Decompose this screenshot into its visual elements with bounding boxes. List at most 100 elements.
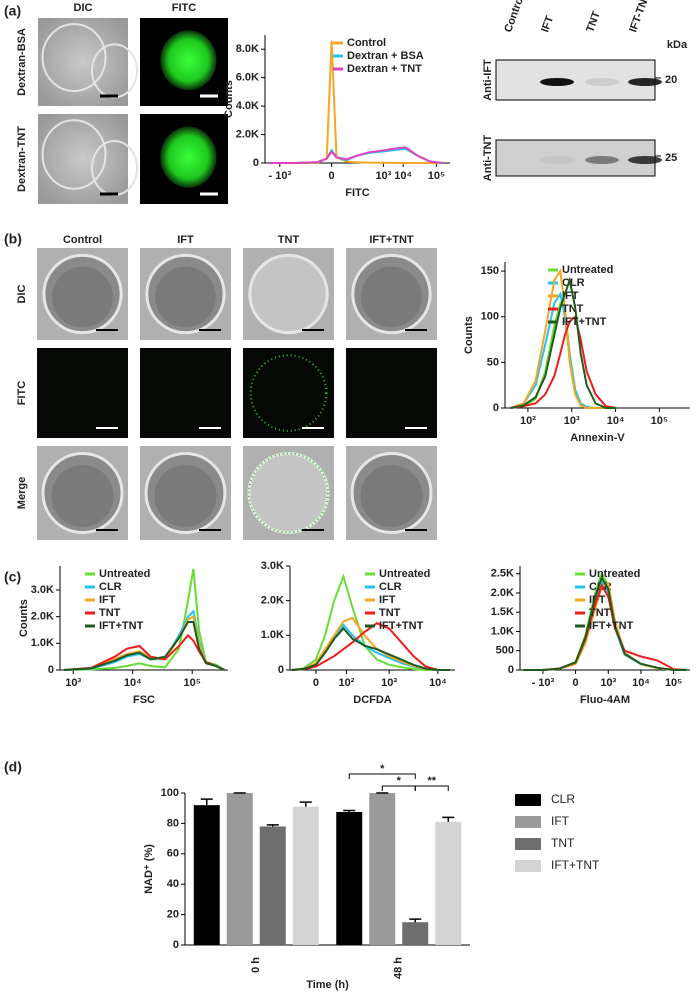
row-label: FITC xyxy=(16,381,28,405)
cell-inner xyxy=(154,464,217,528)
legend-label: IFT xyxy=(99,594,116,606)
histogram-line xyxy=(510,315,616,409)
cell-inner xyxy=(52,266,113,328)
legend-swatch xyxy=(515,794,541,806)
x-tick-label: 10⁵ xyxy=(665,677,682,689)
legend-label: TNT xyxy=(562,303,584,315)
bar xyxy=(435,821,462,945)
bar xyxy=(292,806,319,945)
legend-label: Dextran + TNT xyxy=(347,63,422,75)
y-tick-label: 2.0K xyxy=(31,611,54,623)
bar xyxy=(193,805,220,945)
blot xyxy=(495,59,656,101)
y-tick-label: 2.0K xyxy=(236,128,259,140)
y-axis-label: Counts xyxy=(223,80,235,118)
column-label: DIC xyxy=(74,2,93,14)
y-tick-label: 50 xyxy=(487,356,499,368)
micrograph xyxy=(38,18,128,106)
x-tick-label: 10³ xyxy=(564,415,580,427)
x-tick-label: 10² xyxy=(520,415,536,427)
x-tick-label: 10⁵ xyxy=(428,170,445,182)
legend-label: CLR xyxy=(551,792,575,806)
histogram-line xyxy=(510,268,616,409)
legend-label: IFT+TNT xyxy=(562,316,607,328)
legend-label: IFT xyxy=(551,814,570,828)
marker-label: 25 xyxy=(665,152,677,164)
y-tick-label: 3.0K xyxy=(31,584,54,596)
y-tick-label: 0 xyxy=(493,402,499,414)
y-axis-label: Counts xyxy=(463,316,475,354)
error-bar xyxy=(409,918,422,923)
row-label: DIC xyxy=(16,284,28,303)
significance-label: * xyxy=(397,775,402,787)
significance-label: ** xyxy=(427,775,436,787)
x-tick-label: 10³ xyxy=(65,677,81,689)
y-tick-label: 60 xyxy=(167,848,179,860)
panel-label: (c) xyxy=(4,569,21,585)
bar xyxy=(259,826,286,945)
y-tick-label: 2.0K xyxy=(491,587,514,599)
x-tick-label: 10⁴ xyxy=(124,677,142,689)
lane-label: Control xyxy=(502,0,527,34)
column-label: Control xyxy=(63,234,102,246)
legend-label: IFT xyxy=(379,594,396,606)
x-tick-label: 0 xyxy=(313,677,319,689)
legend-label: Untreated xyxy=(562,264,613,276)
x-tick-label: 10⁴ xyxy=(632,677,650,689)
x-tick-label: 0 xyxy=(573,677,579,689)
error-bar xyxy=(343,809,356,812)
fluorescent-cell xyxy=(160,30,217,91)
y-tick-label: 40 xyxy=(167,878,179,890)
x-tick-label: 10³ xyxy=(381,677,397,689)
micrograph xyxy=(243,348,334,438)
unit-label: kDa xyxy=(667,39,688,51)
column-label: IFT xyxy=(177,234,194,246)
y-tick-label: 500 xyxy=(496,645,514,657)
column-label: IFT+TNT xyxy=(369,234,414,246)
y-tick-label: 150 xyxy=(481,265,499,277)
x-tick-label: - 10³ xyxy=(268,170,291,182)
x-tick-label: 10³ xyxy=(600,677,616,689)
legend-label: CLR xyxy=(562,277,585,289)
lane-label: IFT xyxy=(539,14,556,34)
error-bar xyxy=(200,798,213,806)
membrane-stain xyxy=(248,452,329,534)
panel-label: (b) xyxy=(4,231,22,247)
y-tick-label: 1.0K xyxy=(491,625,514,637)
x-tick-label: 10⁵ xyxy=(651,415,668,427)
x-tick-label: 10⁴ xyxy=(607,415,625,427)
legend-label: TNT xyxy=(379,607,401,619)
y-tick-label: 1.5K xyxy=(491,606,514,618)
significance-bracket xyxy=(414,785,449,791)
histogram-line xyxy=(291,573,451,671)
cell xyxy=(248,253,329,335)
significance-label: * xyxy=(380,763,385,775)
y-tick-label: 2.0K xyxy=(261,595,284,607)
x-axis-label: DCFDA xyxy=(353,694,392,706)
x-tick-label: 10⁴ xyxy=(394,170,412,182)
legend-label: Untreated xyxy=(99,568,150,580)
legend-label: IFT+TNT xyxy=(99,620,144,632)
y-tick-label: 80 xyxy=(167,817,179,829)
column-label: TNT xyxy=(278,234,300,246)
x-tick-label: 10⁵ xyxy=(183,677,200,689)
y-tick-label: 2.5K xyxy=(491,568,514,580)
legend-label: TNT xyxy=(589,607,611,619)
micrograph xyxy=(37,348,128,438)
lane-label: IFT-TNT xyxy=(627,0,652,34)
x-tick-label: 10² xyxy=(338,677,354,689)
panel-label: (d) xyxy=(4,759,22,775)
cell-outline xyxy=(41,23,107,93)
cell-inner xyxy=(155,266,216,328)
histogram-line xyxy=(291,622,451,671)
legend-label: TNT xyxy=(551,836,575,850)
y-axis-label: Counts xyxy=(18,599,30,637)
micrograph xyxy=(38,114,128,204)
column-label: FITC xyxy=(172,2,196,14)
y-tick-label: 3.0K xyxy=(261,560,284,572)
significance-bracket xyxy=(348,773,416,779)
x-tick-label: 10³ xyxy=(375,170,391,182)
legend-label: CLR xyxy=(379,581,402,593)
legend-label: Untreated xyxy=(379,568,430,580)
